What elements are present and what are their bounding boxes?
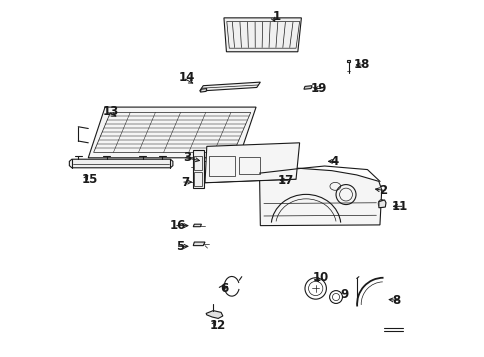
Polygon shape <box>303 86 312 89</box>
Text: 11: 11 <box>392 200 408 213</box>
Text: 8: 8 <box>391 294 399 307</box>
Bar <box>239 157 260 174</box>
Polygon shape <box>206 311 223 318</box>
Text: 5: 5 <box>176 240 184 253</box>
Polygon shape <box>88 107 256 158</box>
Text: 19: 19 <box>310 82 327 95</box>
Text: 17: 17 <box>277 174 294 187</box>
Bar <box>208 156 235 176</box>
Text: 14: 14 <box>179 71 195 84</box>
Bar <box>346 60 349 62</box>
Text: 6: 6 <box>219 282 227 295</box>
Text: 10: 10 <box>312 271 328 284</box>
Text: 9: 9 <box>339 288 348 301</box>
Bar <box>194 156 202 170</box>
Polygon shape <box>259 168 381 226</box>
Bar <box>192 150 204 188</box>
Text: 4: 4 <box>330 155 338 168</box>
Text: 16: 16 <box>170 219 186 232</box>
Polygon shape <box>209 158 216 161</box>
Bar <box>194 172 202 186</box>
Text: 12: 12 <box>209 319 225 332</box>
Polygon shape <box>200 89 206 92</box>
Text: 7: 7 <box>181 176 189 188</box>
Polygon shape <box>199 82 260 91</box>
Polygon shape <box>69 159 172 168</box>
Text: 18: 18 <box>353 59 369 71</box>
Text: 15: 15 <box>81 173 98 186</box>
Text: 1: 1 <box>272 10 280 22</box>
Polygon shape <box>193 242 205 246</box>
Text: 2: 2 <box>378 185 387 197</box>
Text: 13: 13 <box>102 105 118 118</box>
Polygon shape <box>205 143 299 183</box>
Polygon shape <box>224 18 301 52</box>
Text: 3: 3 <box>183 151 191 164</box>
Polygon shape <box>378 200 385 208</box>
Polygon shape <box>193 224 201 227</box>
